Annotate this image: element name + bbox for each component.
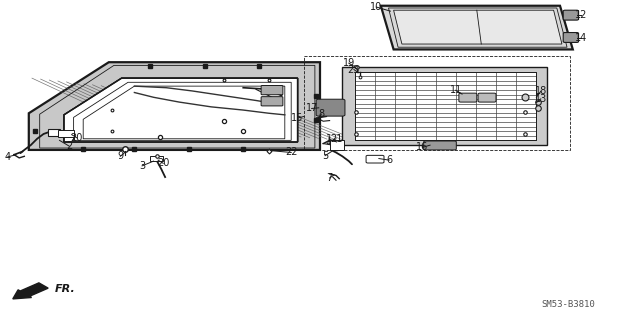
Text: 9: 9 bbox=[117, 151, 124, 161]
Bar bbox=[48, 129, 60, 136]
FancyBboxPatch shape bbox=[261, 97, 283, 106]
Polygon shape bbox=[64, 78, 298, 142]
Text: 16: 16 bbox=[416, 142, 429, 152]
Polygon shape bbox=[394, 10, 562, 44]
FancyBboxPatch shape bbox=[563, 10, 579, 20]
Text: 19: 19 bbox=[342, 58, 355, 68]
Bar bbox=[58, 130, 74, 137]
Polygon shape bbox=[381, 6, 573, 49]
Bar bbox=[150, 156, 163, 161]
Text: FR.: FR. bbox=[54, 284, 75, 294]
Polygon shape bbox=[319, 100, 342, 115]
Text: 11: 11 bbox=[449, 85, 462, 95]
Text: 6: 6 bbox=[386, 155, 392, 165]
Text: 7: 7 bbox=[326, 173, 333, 183]
Text: 10: 10 bbox=[370, 2, 383, 12]
Text: 20: 20 bbox=[157, 158, 170, 168]
Text: 8: 8 bbox=[318, 109, 324, 119]
Text: 3: 3 bbox=[139, 161, 145, 171]
Text: 22: 22 bbox=[285, 147, 298, 158]
Text: 1: 1 bbox=[326, 134, 332, 144]
Text: SM53-B3810: SM53-B3810 bbox=[541, 300, 595, 309]
Text: 2: 2 bbox=[66, 141, 72, 151]
Polygon shape bbox=[29, 62, 320, 150]
Polygon shape bbox=[355, 72, 536, 140]
Text: 14: 14 bbox=[575, 33, 588, 43]
FancyBboxPatch shape bbox=[424, 141, 456, 150]
Text: 13: 13 bbox=[534, 94, 547, 104]
FancyBboxPatch shape bbox=[316, 99, 345, 116]
Text: 18: 18 bbox=[534, 86, 547, 96]
FancyArrow shape bbox=[13, 283, 48, 299]
FancyBboxPatch shape bbox=[459, 93, 477, 102]
FancyBboxPatch shape bbox=[478, 93, 496, 102]
FancyBboxPatch shape bbox=[563, 33, 579, 42]
FancyBboxPatch shape bbox=[261, 85, 283, 95]
Bar bbox=[330, 140, 344, 150]
Text: 20: 20 bbox=[70, 133, 83, 143]
Text: 5: 5 bbox=[322, 151, 328, 161]
Text: 15: 15 bbox=[291, 113, 304, 123]
Polygon shape bbox=[64, 78, 298, 142]
Polygon shape bbox=[342, 67, 547, 145]
Text: 23: 23 bbox=[348, 64, 360, 75]
Text: 4: 4 bbox=[4, 152, 11, 162]
Text: 17: 17 bbox=[305, 103, 318, 114]
FancyBboxPatch shape bbox=[366, 155, 384, 163]
Text: 21: 21 bbox=[330, 134, 342, 144]
Text: 12: 12 bbox=[575, 10, 588, 20]
